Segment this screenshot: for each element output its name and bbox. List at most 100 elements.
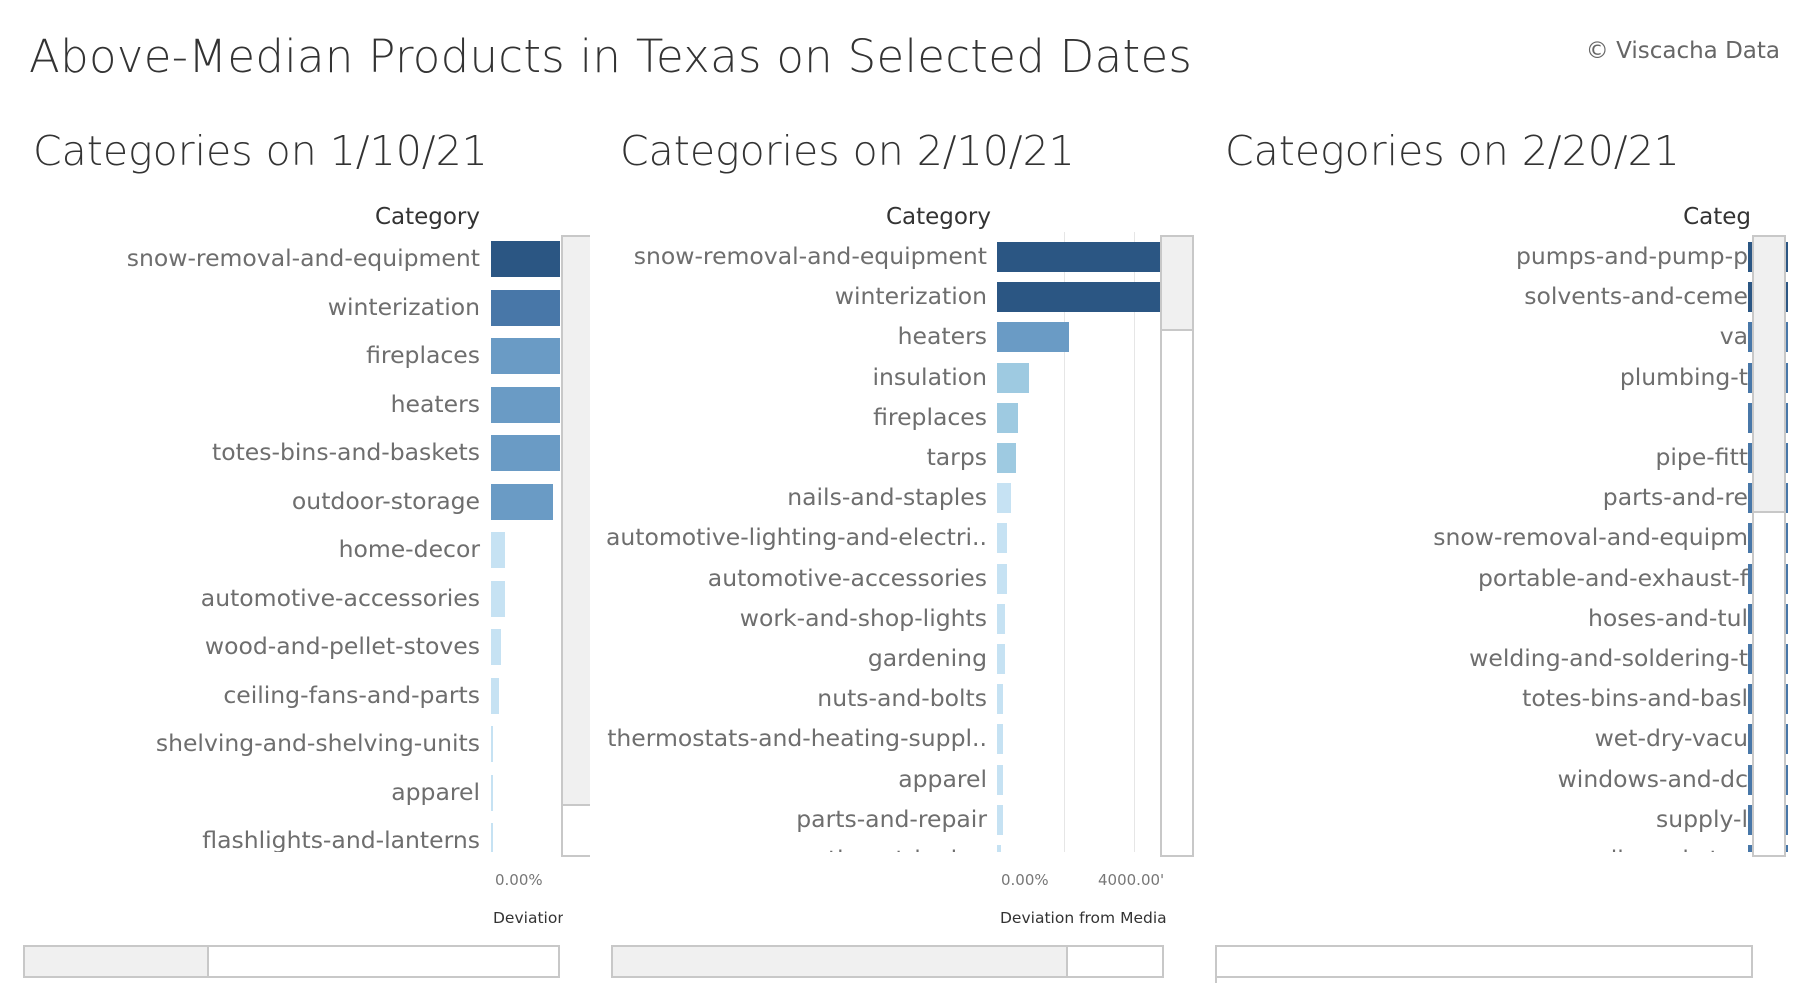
- category-label: insulation: [872, 362, 987, 391]
- category-label: winterization: [834, 282, 987, 311]
- bar[interactable]: [997, 724, 1003, 755]
- bar[interactable]: [491, 580, 505, 617]
- category-label: apparel: [391, 777, 480, 806]
- category-label: fireplaces: [873, 402, 987, 431]
- category-label: nails-and-staples: [787, 483, 987, 512]
- category-label: supply-l: [1655, 804, 1748, 833]
- category-label: windows-and-dc: [1557, 764, 1748, 793]
- bar[interactable]: [997, 845, 1001, 852]
- bar[interactable]: [997, 483, 1012, 514]
- bar[interactable]: [491, 386, 560, 423]
- bar[interactable]: [997, 644, 1005, 674]
- bar[interactable]: [997, 282, 1161, 313]
- bar[interactable]: [491, 338, 560, 374]
- bars-area: pumps-and-pump-p solvents-and-ceme va plumb…: [1208, 232, 1790, 852]
- bar[interactable]: [491, 532, 505, 568]
- scrollbar-thumb[interactable]: [1162, 237, 1192, 331]
- category-label: outdoor-storage: [291, 486, 480, 515]
- vertical-scrollbar[interactable]: [1752, 235, 1786, 857]
- category-label: wood-and-pellet-stoves: [204, 632, 480, 660]
- bar[interactable]: [491, 483, 554, 520]
- bar[interactable]: [997, 764, 1003, 795]
- category-labels: pumps-and-pump-p solvents-and-ceme va plumb…: [1208, 232, 1748, 852]
- category-label: pumps-and-pump-p: [1515, 242, 1748, 270]
- category-label: welding-and-soldering-t: [1469, 644, 1748, 672]
- category-label: totes-bins-and-baskets: [212, 438, 480, 466]
- x-tick-label: 0.00%: [495, 871, 543, 889]
- category-label: heaters: [390, 389, 480, 418]
- bar[interactable]: [491, 677, 499, 714]
- category-labels: snow-removal-and-equipment winterization h…: [595, 232, 987, 852]
- bars: [997, 232, 1161, 852]
- scrollbar-thumb[interactable]: [1754, 237, 1784, 513]
- bar[interactable]: [491, 629, 501, 665]
- category-label: automotive-accessories: [707, 563, 987, 592]
- scrollbar-thumb[interactable]: [563, 237, 590, 806]
- credit-text: © Viscacha Data: [1585, 38, 1780, 64]
- chart-panel-1: Categories on 1/10/21 Category snow-remo…: [0, 0, 590, 998]
- category-label: automotive-accessories: [200, 583, 480, 612]
- horizontal-scrollbar[interactable]: [1215, 945, 1753, 978]
- x-tick-label: 0.00%: [1001, 871, 1049, 889]
- category-header: Category: [885, 204, 991, 230]
- category-label: winterization: [327, 292, 480, 321]
- bar[interactable]: [491, 289, 560, 326]
- bar[interactable]: [997, 322, 1070, 353]
- bar[interactable]: [491, 823, 493, 852]
- category-label: apparel: [898, 764, 987, 793]
- scrollbar-thumb[interactable]: [25, 947, 209, 976]
- vertical-scrollbar[interactable]: [1160, 235, 1194, 857]
- bar[interactable]: [997, 443, 1017, 473]
- bars: [491, 232, 560, 852]
- category-label: snow-removal-and-equipment: [126, 244, 480, 272]
- bars-area: snow-removal-and-equipment winterization f…: [0, 232, 560, 852]
- bar[interactable]: [491, 435, 560, 471]
- category-label: work-and-shop-lights: [739, 603, 987, 632]
- category-label: portable-and-exhaust-f: [1478, 563, 1748, 592]
- bar[interactable]: [997, 563, 1007, 594]
- category-label: snow-removal-and-equipm: [1433, 523, 1748, 552]
- category-label: va: [1719, 322, 1748, 351]
- category-label: fireplaces: [366, 341, 480, 369]
- bar[interactable]: [997, 804, 1003, 835]
- horizontal-scrollbar[interactable]: [611, 945, 1164, 978]
- category-label: wet-dry-vacu: [1594, 724, 1748, 753]
- scrollbar-thumb[interactable]: [613, 947, 1068, 976]
- bar[interactable]: [491, 774, 493, 811]
- panel-title: Categories on 1/10/21: [33, 127, 488, 175]
- gridline: [1064, 232, 1065, 852]
- bar[interactable]: [997, 362, 1029, 393]
- bar[interactable]: [997, 402, 1019, 433]
- category-label: gardening: [867, 644, 987, 672]
- category-label: parts-and-re: [1602, 483, 1748, 512]
- category-label: home-decor: [338, 535, 480, 563]
- bars-area: snow-removal-and-equipment winterization h…: [595, 232, 1165, 852]
- category-label: shelving-and-shelving-units: [155, 729, 480, 757]
- category-label: weather-stripping: [780, 845, 987, 852]
- category-header: Categ: [1683, 204, 1751, 230]
- category-label: totes-bins-and-basl: [1522, 684, 1748, 713]
- bar[interactable]: [997, 603, 1005, 634]
- bar[interactable]: [997, 684, 1003, 715]
- bar[interactable]: [491, 726, 494, 762]
- category-label: hoses-and-tul: [1587, 603, 1748, 632]
- category-label: automotive-lighting-and-electri..: [605, 523, 987, 552]
- panel-title: Categories on 2/10/21: [620, 127, 1075, 175]
- horizontal-scrollbar[interactable]: [23, 945, 560, 978]
- category-label: parts-and-repair: [796, 804, 987, 833]
- x-axis-title: Deviation from Media: [1000, 909, 1166, 927]
- vertical-scrollbar[interactable]: [561, 235, 590, 857]
- bar[interactable]: [491, 241, 560, 277]
- category-label: heaters: [897, 322, 987, 351]
- bar[interactable]: [997, 242, 1161, 272]
- category-label: snow-removal-and-equipment: [633, 242, 987, 270]
- category-label: flashlights-and-lanterns: [202, 826, 480, 852]
- category-label: pipe-fitt: [1655, 443, 1748, 471]
- bar[interactable]: [997, 523, 1007, 554]
- category-label: plumbing-t: [1619, 362, 1748, 391]
- category-label: ceiling-fans-and-parts: [223, 680, 480, 709]
- main-title: Above-Median Products in Texas on Select…: [29, 30, 1193, 83]
- category-label: tarps: [926, 443, 987, 471]
- gridline: [1134, 232, 1135, 852]
- panel-title: Categories on 2/20/21: [1225, 127, 1680, 175]
